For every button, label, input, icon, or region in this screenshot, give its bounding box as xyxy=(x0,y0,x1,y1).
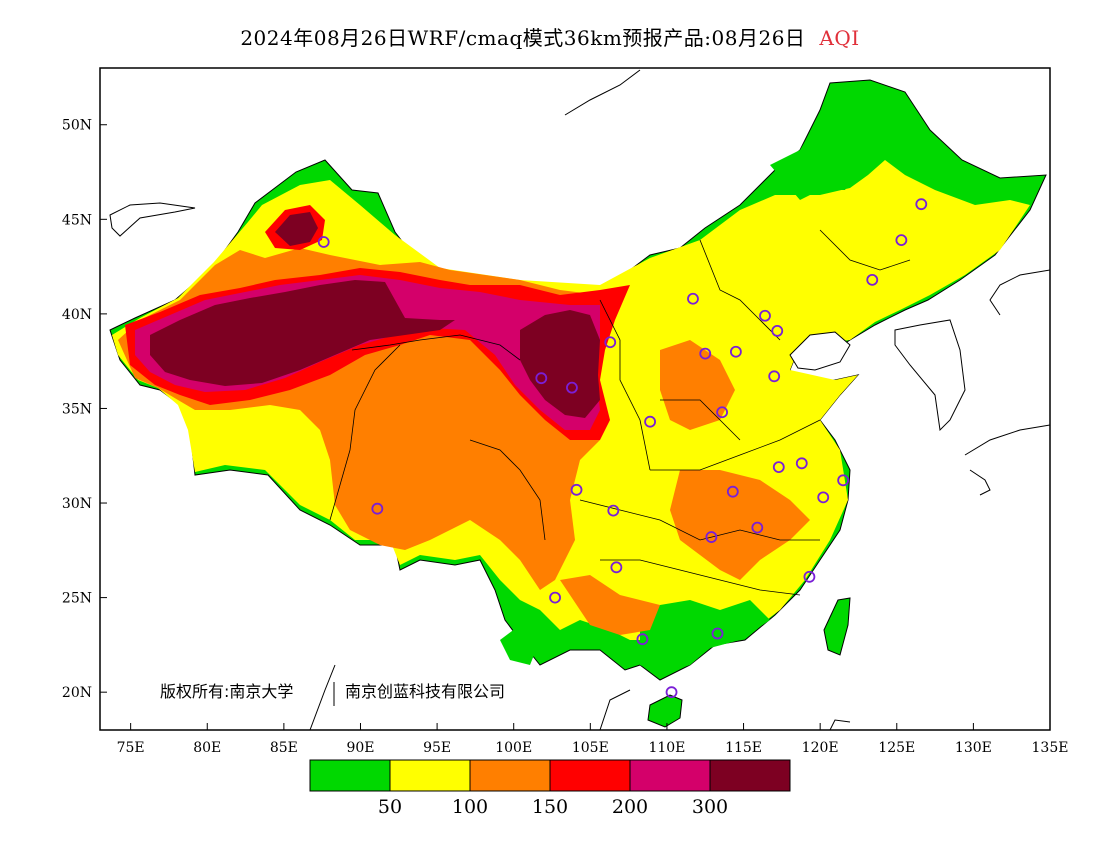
legend-swatch xyxy=(549,759,631,792)
city-marker xyxy=(803,570,816,583)
city-marker xyxy=(772,461,785,473)
aqi-band-300-plus-loess xyxy=(520,310,600,418)
legend-swatch xyxy=(309,759,391,792)
map-title: 2024年08月26日WRF/cmaq模式36km预报产品:08月26日 AQI xyxy=(0,22,1100,51)
city-markers xyxy=(317,198,928,699)
city-marker xyxy=(644,415,656,428)
city-marker xyxy=(607,504,620,517)
legend-label: 150 xyxy=(532,796,568,818)
city-marker xyxy=(729,345,742,358)
city-marker xyxy=(317,236,330,248)
city-marker xyxy=(610,561,623,574)
city-marker xyxy=(636,633,649,646)
x-tick-label: 90E xyxy=(346,740,374,756)
city-marker xyxy=(535,372,548,385)
y-axis: 50N 45N 40N 35N 30N 25N 20N xyxy=(62,118,107,701)
x-tick-label: 130E xyxy=(955,740,992,756)
x-tick-label: 125E xyxy=(878,740,915,756)
taiwan-island xyxy=(823,597,851,656)
city-marker xyxy=(604,336,617,349)
city-marker xyxy=(817,491,830,504)
province-boundaries xyxy=(329,229,911,596)
x-tick-label: 115E xyxy=(725,740,762,756)
y-tick-label: 50N xyxy=(62,118,92,134)
city-marker xyxy=(759,309,771,322)
city-marker xyxy=(549,591,561,604)
bohai-sea xyxy=(789,331,851,371)
legend-label: 100 xyxy=(452,796,488,818)
city-marker xyxy=(716,406,728,419)
legend-label: 50 xyxy=(378,796,402,818)
plot-frame xyxy=(99,67,1051,731)
city-marker xyxy=(795,457,808,470)
legend-label: 300 xyxy=(692,796,728,818)
aqi-band-150-east xyxy=(670,470,810,580)
x-tick-label: 85E xyxy=(270,740,298,756)
map-title-text: 2024年08月26日WRF/cmaq模式36km预报产品:08月26日 xyxy=(240,26,806,50)
x-tick-label: 110E xyxy=(648,740,685,756)
aqi-band-50-northeast xyxy=(770,82,998,200)
y-tick-label: 30N xyxy=(62,496,92,512)
city-marker xyxy=(837,474,850,487)
city-marker xyxy=(866,273,879,286)
neighbour-coastlines xyxy=(109,69,1050,730)
y-tick-label: 25N xyxy=(62,591,92,607)
aqi-band-300-plus xyxy=(150,280,455,386)
x-tick-label: 95E xyxy=(423,740,451,756)
copyright-text-2: 南京创蓝科技有限公司 xyxy=(345,682,505,701)
legend-swatch xyxy=(469,759,551,792)
aqi-band-50-southwest xyxy=(500,625,540,665)
x-tick-label: 105E xyxy=(572,740,609,756)
x-tick-label: 100E xyxy=(495,740,532,756)
aqi-band-150-south xyxy=(560,575,660,635)
city-marker xyxy=(895,234,908,247)
legend-swatch xyxy=(629,759,711,792)
city-marker xyxy=(705,531,718,543)
aqi-band-150-central xyxy=(660,340,735,430)
aqi-band-50-south xyxy=(640,600,770,675)
city-marker xyxy=(699,347,712,360)
hainan-island xyxy=(647,694,683,728)
city-marker xyxy=(915,198,928,211)
legend-swatch xyxy=(709,759,791,792)
copyright-text-1: 版权所有:南京大学 xyxy=(160,682,293,701)
city-marker xyxy=(711,627,724,640)
city-marker xyxy=(726,485,739,498)
aqi-field xyxy=(109,69,1050,730)
variable-label: AQI xyxy=(819,26,860,50)
y-tick-label: 45N xyxy=(62,212,92,228)
city-marker xyxy=(665,686,678,699)
x-tick-label: 135E xyxy=(1032,740,1069,756)
x-tick-label: 75E xyxy=(117,740,145,756)
city-marker xyxy=(751,521,764,534)
x-axis: 75E 80E 85E 90E 95E 100E 105E 110E 115E 120E 125E 1… xyxy=(117,723,1069,756)
color-legend: 50 100 150 200 300 xyxy=(309,759,791,818)
legend-swatch xyxy=(389,759,471,792)
aqi-band-300-plus-dzungaria xyxy=(275,212,318,246)
city-marker xyxy=(566,381,578,394)
city-marker xyxy=(570,483,583,496)
y-tick-label: 35N xyxy=(62,401,92,417)
legend-label: 200 xyxy=(612,796,648,818)
y-tick-label: 20N xyxy=(62,685,92,701)
y-tick-label: 40N xyxy=(62,307,92,323)
city-marker xyxy=(771,325,784,337)
x-tick-label: 80E xyxy=(193,740,221,756)
x-tick-label: 120E xyxy=(802,740,839,756)
city-marker xyxy=(687,292,699,305)
city-marker xyxy=(768,370,781,383)
city-marker xyxy=(371,502,384,515)
